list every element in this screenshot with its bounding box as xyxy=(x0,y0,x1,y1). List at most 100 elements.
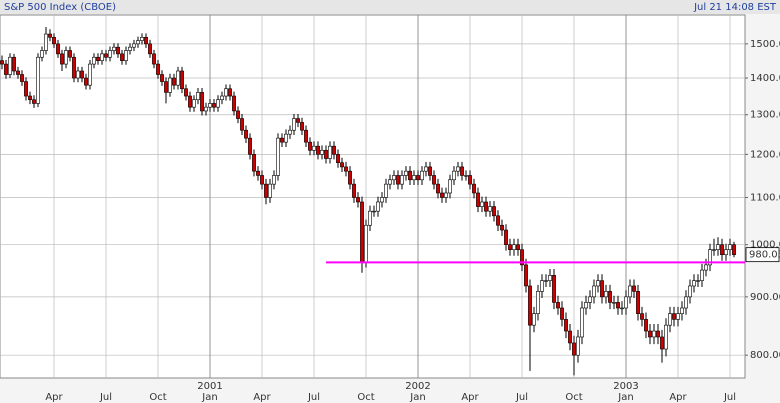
candle-body xyxy=(708,249,712,266)
candle-body xyxy=(676,313,680,320)
candle-body xyxy=(668,313,672,326)
x-tick-label: Oct xyxy=(565,392,582,403)
candle-body xyxy=(380,197,384,203)
candle-body xyxy=(728,244,732,250)
candle-body xyxy=(232,95,236,112)
candle-body xyxy=(712,249,716,251)
candle-body xyxy=(664,324,668,350)
candle-body xyxy=(124,50,128,61)
candle-body xyxy=(112,46,116,51)
x-tick-label: Jul xyxy=(515,392,528,403)
candle-body xyxy=(720,244,724,255)
year-label: 2001 xyxy=(197,381,222,392)
candle-body xyxy=(352,183,356,198)
candle-body xyxy=(636,291,640,314)
candle-body xyxy=(684,296,688,309)
candle-body xyxy=(88,63,92,86)
candle-body xyxy=(324,149,328,159)
candle-body xyxy=(420,170,424,181)
candle-body xyxy=(488,206,492,212)
candle-body xyxy=(204,106,208,112)
candle-body xyxy=(724,249,728,255)
x-tick-label: Oct xyxy=(149,392,166,403)
year-label: 2002 xyxy=(405,381,430,392)
candle-body xyxy=(660,336,664,350)
candle-body xyxy=(544,280,548,282)
candle-body xyxy=(52,36,56,45)
candle-body xyxy=(392,175,396,181)
candle-body xyxy=(40,50,44,58)
candle-body xyxy=(288,129,292,135)
candle-body xyxy=(452,170,456,181)
candle-body xyxy=(176,70,180,86)
candle-body xyxy=(32,99,36,104)
candle-body xyxy=(424,166,428,172)
candle-body xyxy=(140,36,144,41)
candle-body xyxy=(216,99,220,108)
candle-body xyxy=(272,175,276,185)
candle-body xyxy=(492,206,496,217)
y-tick-label: 1200.00 xyxy=(750,149,780,160)
candle-body xyxy=(652,330,656,338)
candle-body xyxy=(700,269,704,281)
candle-body xyxy=(308,141,312,151)
candle-body xyxy=(592,285,596,298)
candle-body xyxy=(568,330,572,344)
candle-body xyxy=(504,229,508,245)
candle-body xyxy=(364,224,368,263)
candle-body xyxy=(704,264,708,271)
candle-body xyxy=(248,137,252,155)
candle-body xyxy=(164,81,168,93)
candle-body xyxy=(616,302,620,309)
candle-body xyxy=(496,215,500,226)
candle-body xyxy=(16,70,20,75)
candle-body xyxy=(168,77,172,93)
candle-body xyxy=(572,342,576,356)
y-tick-label: 1400.00 xyxy=(750,73,780,84)
x-tick-label: Jul xyxy=(99,392,112,403)
candle-body xyxy=(472,183,476,194)
candle-body xyxy=(372,210,376,213)
candle-body xyxy=(404,170,408,176)
candle-body xyxy=(408,170,412,181)
candle-body xyxy=(12,56,16,72)
candle-body xyxy=(520,249,524,266)
candle-body xyxy=(120,53,124,61)
candle-body xyxy=(456,166,460,172)
candle-body xyxy=(8,56,12,75)
candle-body xyxy=(136,40,140,45)
y-tick-label: 800.00 xyxy=(750,350,780,361)
candle-body xyxy=(92,56,96,65)
last-price-label: 980.03 xyxy=(749,250,780,261)
candle-body xyxy=(44,33,48,51)
candle-body xyxy=(732,244,736,255)
candle-body xyxy=(680,307,684,314)
candle-body xyxy=(240,118,244,131)
x-tick-label: Jan xyxy=(409,392,425,403)
candle-body xyxy=(464,175,468,177)
candle-body xyxy=(512,244,516,250)
candle-body xyxy=(116,46,120,55)
candle-body xyxy=(624,296,628,309)
candle-body xyxy=(80,70,84,79)
candle-body xyxy=(72,56,76,79)
candle-body xyxy=(588,296,592,303)
candle-body xyxy=(600,280,604,298)
candle-body xyxy=(608,291,612,303)
candle-body xyxy=(208,103,212,108)
candles xyxy=(0,26,736,376)
year-label: 2003 xyxy=(613,381,638,392)
candle-body xyxy=(604,291,608,298)
grid xyxy=(0,15,745,378)
candle-body xyxy=(200,92,204,112)
candle-body xyxy=(108,50,112,58)
y-tick-label: 1500.00 xyxy=(750,39,780,50)
x-tick-label: Oct xyxy=(357,392,374,403)
candle-body xyxy=(400,175,404,185)
candle-body xyxy=(480,201,484,207)
candle-body xyxy=(584,302,588,309)
candle-body xyxy=(532,313,536,326)
candle-body xyxy=(416,175,420,181)
candle-body xyxy=(440,192,444,198)
candle-body xyxy=(224,88,228,97)
